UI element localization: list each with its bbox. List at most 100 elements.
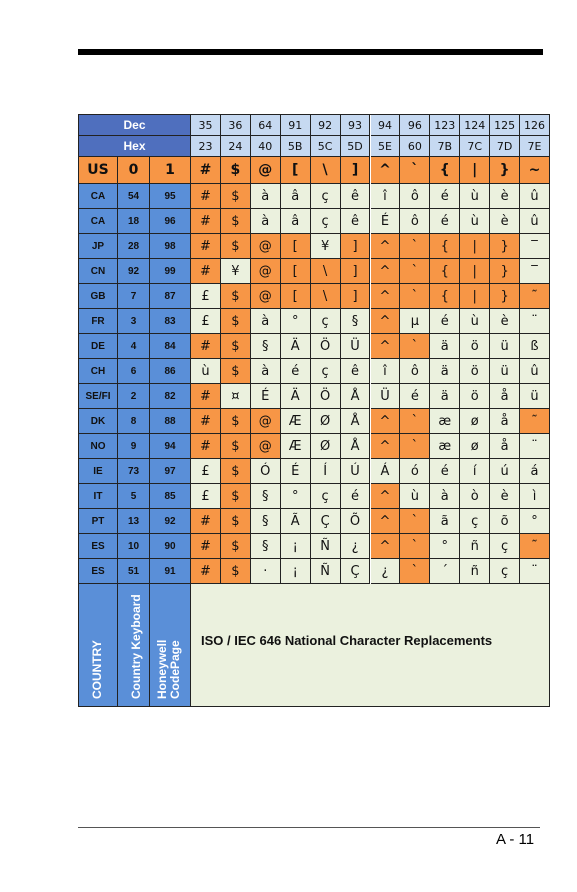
char-cell: Ä — [280, 384, 311, 409]
char-cell: @ — [250, 157, 281, 184]
char-cell: è — [490, 309, 521, 334]
char-cell: § — [340, 309, 371, 334]
char-cell: ` — [400, 409, 431, 434]
char-cell: ^ — [370, 259, 401, 284]
char-cell: £ — [191, 309, 221, 334]
row-key-cell: CN — [79, 259, 118, 284]
hex-code: 24 — [220, 136, 251, 157]
footer-caption: ISO / IEC 646 National Character Replace… — [191, 584, 550, 707]
hex-code: 60 — [400, 136, 431, 157]
char-cell: Ü — [340, 334, 371, 359]
char-cell: Ç — [310, 509, 341, 534]
dec-code: 93 — [340, 115, 371, 136]
char-cell: ç — [310, 184, 341, 209]
char-cell: ° — [280, 484, 311, 509]
char-cell: ] — [340, 234, 371, 259]
char-cell: } — [490, 259, 521, 284]
char-cell: § — [250, 534, 281, 559]
char-cell: } — [490, 234, 521, 259]
char-cell: ` — [400, 559, 431, 584]
dec-code: 36 — [220, 115, 251, 136]
char-cell: É — [370, 209, 401, 234]
char-cell: [ — [280, 284, 311, 309]
char-cell: ] — [340, 157, 371, 184]
char-cell: ˜ — [520, 409, 550, 434]
char-cell: õ — [490, 509, 521, 534]
char-cell: ô — [400, 184, 431, 209]
char-cell: É — [280, 459, 311, 484]
char-cell: î — [370, 184, 401, 209]
char-cell: å — [490, 434, 521, 459]
char-cell: | — [460, 284, 491, 309]
row-key-cell: CA — [79, 209, 118, 234]
char-cell: à — [250, 184, 281, 209]
footer-label: COUNTRY — [90, 640, 104, 699]
char-cell: ¤ — [220, 384, 251, 409]
char-cell: è — [490, 209, 521, 234]
row-key-cell: 88 — [150, 409, 191, 434]
char-cell: | — [460, 157, 491, 184]
footer-label: Honeywell CodePage — [155, 639, 182, 699]
char-cell: â — [280, 184, 311, 209]
char-cell: ^ — [370, 334, 401, 359]
row-key-cell: JP — [79, 234, 118, 259]
char-cell: ä — [430, 334, 461, 359]
char-cell: ^ — [370, 309, 401, 334]
row-key-cell: US — [79, 157, 118, 184]
char-cell: ‾ — [520, 259, 550, 284]
char-cell: ô — [400, 209, 431, 234]
char-cell: ù — [460, 209, 491, 234]
row-key-cell: IE — [79, 459, 118, 484]
char-cell: \ — [310, 259, 341, 284]
char-cell: # — [191, 209, 221, 234]
char-cell: ñ — [460, 559, 491, 584]
char-cell: ^ — [370, 484, 401, 509]
char-cell: ú — [490, 459, 521, 484]
dec-code: 92 — [310, 115, 341, 136]
char-cell: ç — [310, 359, 341, 384]
char-cell: Ü — [370, 384, 401, 409]
char-cell: Ç — [340, 559, 371, 584]
hex-code: 40 — [250, 136, 281, 157]
char-cell: # — [191, 434, 221, 459]
char-cell: ] — [340, 284, 371, 309]
row-key-cell: 0 — [118, 157, 150, 184]
char-cell: à — [250, 359, 281, 384]
char-cell: ^ — [370, 284, 401, 309]
char-cell: $ — [220, 234, 251, 259]
char-cell: # — [191, 234, 221, 259]
char-cell: # — [191, 384, 221, 409]
char-cell: @ — [250, 234, 281, 259]
char-cell: é — [430, 184, 461, 209]
char-cell: ö — [460, 384, 491, 409]
row-key-cell: 99 — [150, 259, 191, 284]
char-cell: ã — [430, 509, 461, 534]
row-key-cell: 54 — [118, 184, 150, 209]
char-cell: Í — [310, 459, 341, 484]
char-cell: } — [490, 284, 521, 309]
char-cell: ô — [400, 359, 431, 384]
char-cell: ç — [310, 484, 341, 509]
char-cell: ˜ — [520, 284, 550, 309]
hex-code: 7C — [460, 136, 491, 157]
char-cell: ä — [430, 384, 461, 409]
char-cell: # — [191, 259, 221, 284]
row-key-cell: 73 — [118, 459, 150, 484]
char-cell: { — [430, 259, 461, 284]
char-cell: ß — [520, 334, 550, 359]
char-cell: Ó — [250, 459, 281, 484]
top-bar — [78, 49, 543, 55]
char-cell: ç — [490, 534, 521, 559]
char-cell: ù — [460, 184, 491, 209]
dec-code: 126 — [520, 115, 550, 136]
char-cell: \ — [310, 157, 341, 184]
char-cell: # — [191, 509, 221, 534]
row-key-cell: 7 — [118, 284, 150, 309]
char-cell: è — [490, 184, 521, 209]
hex-code: 5B — [280, 136, 311, 157]
char-cell: $ — [220, 434, 251, 459]
char-cell: $ — [220, 459, 251, 484]
char-cell: Õ — [340, 509, 371, 534]
char-cell: $ — [220, 484, 251, 509]
char-cell: ö — [460, 334, 491, 359]
